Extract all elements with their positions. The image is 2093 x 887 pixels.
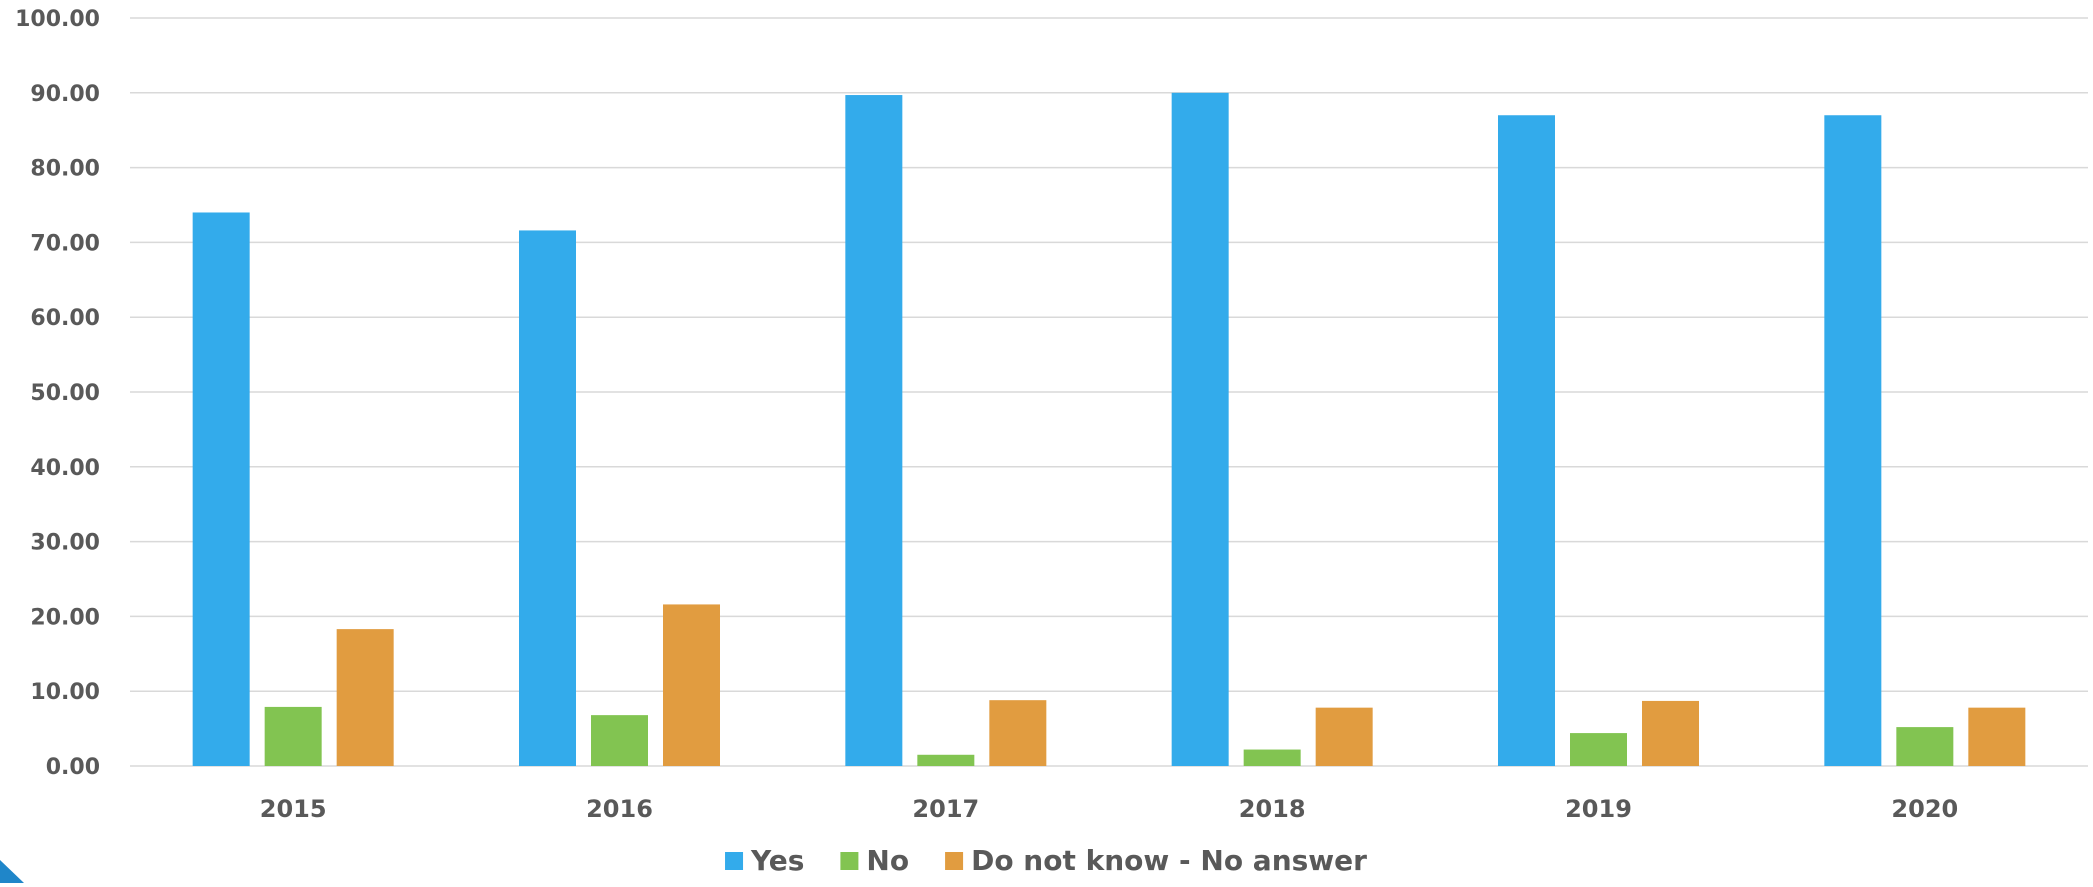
x-tick-label: 2016 (586, 795, 653, 823)
bar-yes-2018 (1171, 92, 1229, 767)
bar-no-2019 (1570, 733, 1627, 766)
bar-yes-2017 (845, 95, 903, 766)
bar-no-2018 (1243, 749, 1301, 766)
grid-lines (130, 17, 2088, 767)
legend-item-do-not-know-no-answer: Do not know - No answer (945, 844, 1367, 877)
legend-swatch (840, 852, 859, 870)
bar-do-not-know-no-answer-2017 (989, 700, 1047, 766)
x-tick-label: 2020 (1891, 795, 1958, 823)
bar-do-not-know-no-answer-2019 (1642, 700, 1699, 766)
y-tick-label: 50.00 (30, 381, 100, 406)
legend-swatch (725, 852, 744, 870)
bar-do-not-know-no-answer-2018 (1315, 707, 1373, 766)
y-tick-label: 40.00 (30, 456, 100, 481)
y-tick-label: 10.00 (30, 680, 100, 705)
y-axis-ticks: 0.00 10.00 20.00 30.00 40.00 50.00 60.00 70.00 8… (15, 7, 100, 780)
bar-do-not-know-no-answer-2015 (336, 629, 394, 766)
legend-item-yes: Yes (725, 844, 804, 877)
bar-yes-2016 (519, 230, 576, 766)
legend-item-no: No (840, 844, 909, 877)
y-tick-label: 90.00 (30, 82, 100, 107)
y-tick-label: 30.00 (30, 531, 100, 556)
y-tick-label: 60.00 (30, 306, 100, 331)
bar-no-2020 (1896, 727, 1954, 766)
x-tick-label: 2018 (1239, 795, 1306, 823)
bar-no-2016 (591, 715, 648, 766)
y-tick-label: 100.00 (15, 7, 100, 32)
bar-do-not-know-no-answer-2016 (663, 604, 720, 766)
bars (192, 92, 2026, 767)
bar-yes-2015 (192, 212, 250, 767)
x-tick-label: 2015 (260, 795, 327, 823)
legend-label: Yes (750, 844, 804, 877)
y-tick-label: 80.00 (30, 157, 100, 182)
bar-no-2015 (264, 706, 322, 766)
y-tick-label: 70.00 (30, 231, 100, 256)
y-tick-label: 0.00 (46, 755, 100, 780)
bar-do-not-know-no-answer-2020 (1968, 707, 2026, 766)
x-tick-label: 2019 (1565, 795, 1632, 823)
legend-label: Do not know - No answer (971, 844, 1367, 877)
bar-no-2017 (917, 754, 975, 766)
corner-decoration (0, 860, 24, 883)
y-tick-label: 20.00 (30, 605, 100, 630)
x-tick-label: 2017 (912, 795, 979, 823)
legend-label: No (866, 844, 909, 877)
x-axis-ticks: 2015 2016 2017 2018 2019 2020 (260, 795, 1958, 823)
bar-yes-2020 (1824, 115, 1882, 767)
legend: Yes No Do not know - No answer (725, 844, 1367, 877)
legend-swatch (945, 852, 964, 870)
bar-yes-2019 (1498, 115, 1555, 767)
